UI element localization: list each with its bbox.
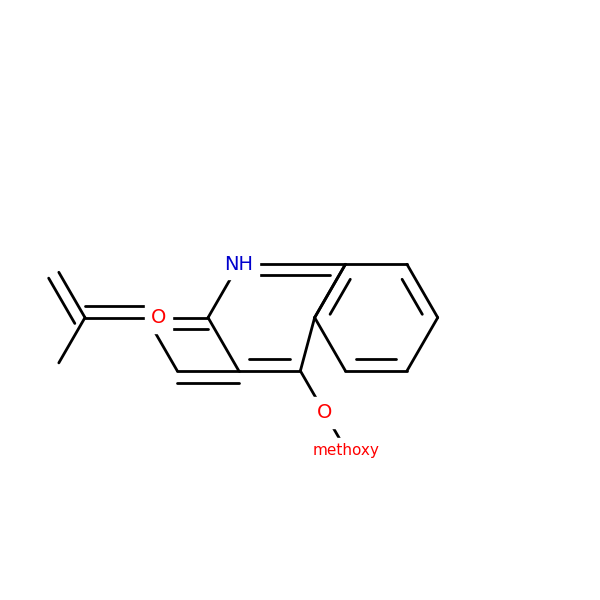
Text: NH: NH bbox=[224, 255, 253, 274]
Text: methoxy: methoxy bbox=[313, 443, 380, 458]
Text: O: O bbox=[317, 403, 332, 422]
Text: O: O bbox=[151, 308, 166, 327]
